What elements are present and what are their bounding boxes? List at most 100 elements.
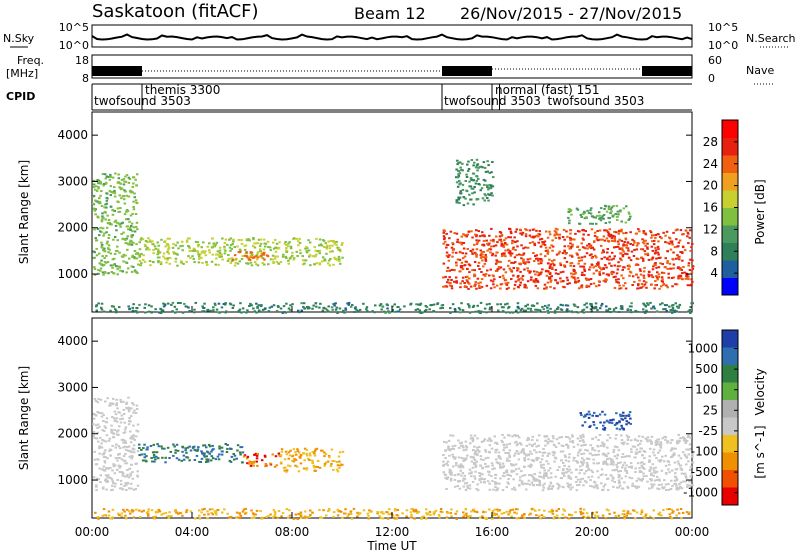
data-cell	[569, 483, 572, 486]
data-cell	[349, 510, 352, 513]
data-cell	[605, 210, 609, 213]
data-cell	[649, 231, 653, 234]
data-cell	[462, 247, 466, 250]
data-cell	[500, 240, 503, 243]
data-cell	[103, 210, 107, 213]
data-cell	[591, 414, 594, 417]
data-cell	[456, 163, 459, 166]
data-cell	[318, 508, 321, 511]
data-cell	[520, 277, 523, 280]
data-cell	[108, 248, 111, 251]
data-cell	[610, 240, 614, 242]
data-cell	[562, 469, 565, 472]
data-cell	[447, 445, 450, 448]
data-cell	[507, 452, 511, 455]
data-cell	[134, 252, 138, 255]
data-cell	[635, 248, 639, 251]
data-cell	[174, 451, 177, 454]
data-cell	[480, 440, 484, 443]
colorbar-swatch	[722, 365, 738, 383]
data-cell	[92, 423, 95, 426]
data-cell	[490, 447, 494, 450]
data-cell	[523, 309, 526, 312]
data-cell	[650, 283, 653, 286]
data-cell	[318, 306, 321, 309]
data-cell	[664, 464, 668, 467]
data-cell	[185, 456, 188, 459]
data-cell	[130, 236, 133, 239]
data-cell	[283, 242, 287, 245]
data-cell	[576, 281, 580, 283]
data-cell	[639, 478, 642, 481]
data-cell	[678, 303, 682, 306]
data-cell	[451, 465, 455, 468]
data-cell	[512, 464, 516, 467]
data-cell	[127, 445, 131, 448]
data-cell	[99, 474, 102, 477]
data-cell	[388, 311, 391, 314]
data-cell	[104, 474, 108, 477]
data-cell	[524, 228, 527, 231]
data-cell	[498, 238, 501, 241]
data-cell	[505, 287, 509, 290]
data-cell	[252, 512, 255, 515]
data-cell	[122, 508, 125, 511]
data-cell	[589, 283, 593, 286]
data-cell	[650, 236, 653, 239]
data-cell	[523, 286, 526, 289]
data-cell	[674, 229, 678, 232]
data-cell	[340, 510, 343, 513]
data-cell	[120, 515, 123, 518]
data-cell	[103, 261, 107, 264]
data-cell	[231, 242, 234, 245]
data-cell	[535, 229, 538, 232]
data-cell	[642, 467, 645, 470]
data-cell	[664, 308, 667, 310]
data-cell	[229, 303, 233, 306]
data-cell	[295, 250, 298, 253]
data-cell	[628, 212, 631, 215]
data-cell	[247, 262, 250, 265]
data-cell	[100, 219, 104, 222]
data-cell	[607, 234, 610, 237]
data-cell	[477, 230, 480, 233]
data-cell	[243, 248, 247, 251]
data-cell	[335, 240, 338, 243]
data-cell	[536, 287, 540, 290]
data-cell	[203, 444, 207, 447]
data-cell	[146, 241, 149, 244]
data-cell	[507, 259, 511, 262]
data-cell	[120, 197, 123, 200]
data-cell	[655, 310, 659, 313]
data-cell	[461, 472, 465, 474]
data-cell	[628, 476, 631, 479]
data-cell	[110, 429, 114, 432]
data-cell	[476, 241, 479, 244]
data-cell	[688, 236, 691, 239]
data-cell	[473, 191, 476, 194]
data-cell	[490, 462, 494, 465]
data-cell	[140, 510, 144, 513]
data-cell	[457, 173, 460, 176]
data-cell	[620, 239, 624, 242]
data-cell	[105, 206, 108, 209]
data-cell	[506, 302, 509, 305]
data-cell	[686, 284, 690, 287]
data-cell	[605, 455, 608, 458]
data-cell	[546, 252, 550, 255]
data-cell	[610, 273, 614, 276]
data-cell	[115, 433, 119, 436]
data-cell	[623, 469, 627, 472]
data-cell	[172, 251, 175, 254]
data-cell	[605, 273, 609, 276]
data-cell	[183, 458, 186, 461]
data-cell	[113, 257, 116, 260]
data-cell	[127, 423, 131, 426]
data-cell	[491, 512, 495, 515]
data-cell	[565, 230, 568, 233]
data-cell	[610, 419, 613, 422]
data-cell	[298, 242, 302, 244]
data-cell	[124, 440, 127, 443]
data-cell	[520, 244, 523, 247]
